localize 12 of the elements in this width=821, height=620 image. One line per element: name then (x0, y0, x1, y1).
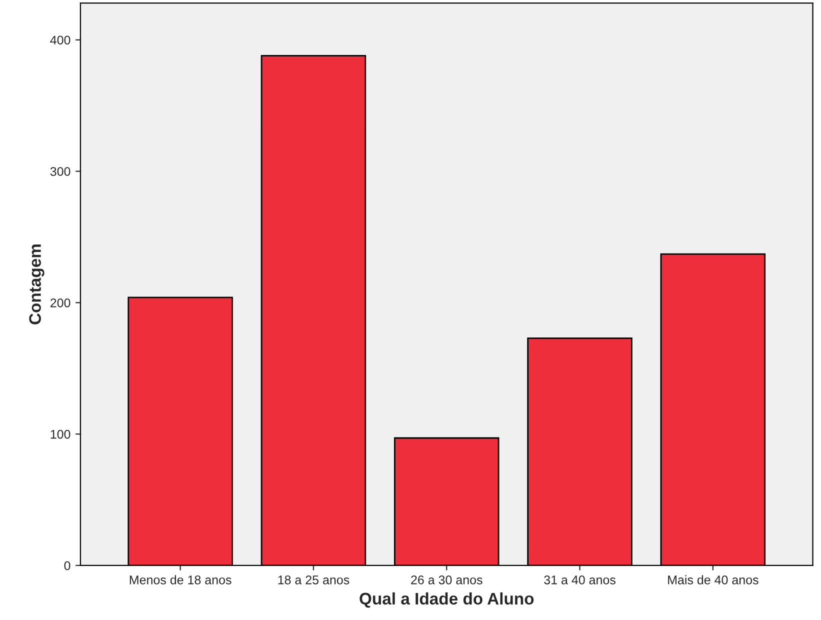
x-tick-label: Mais de 40 anos (668, 575, 758, 584)
x-tick-label: Menos de 18 anos (130, 575, 232, 584)
y-tick-label: 200 (50, 298, 70, 308)
y-tick-label: 100 (50, 430, 70, 439)
x-axis-title: Qual a Idade do Aluno (360, 592, 534, 608)
y-tick-label: 400 (50, 36, 70, 45)
x-tick-label: 26 a 30 anos (411, 575, 482, 584)
y-tick-label: 0 (64, 561, 70, 570)
x-tick-label: 18 a 25 anos (278, 575, 350, 584)
x-tick-label: 31 a 40 anos (544, 575, 616, 584)
y-tick-label: 300 (50, 167, 70, 176)
y-axis-title: Contagem (29, 244, 44, 324)
